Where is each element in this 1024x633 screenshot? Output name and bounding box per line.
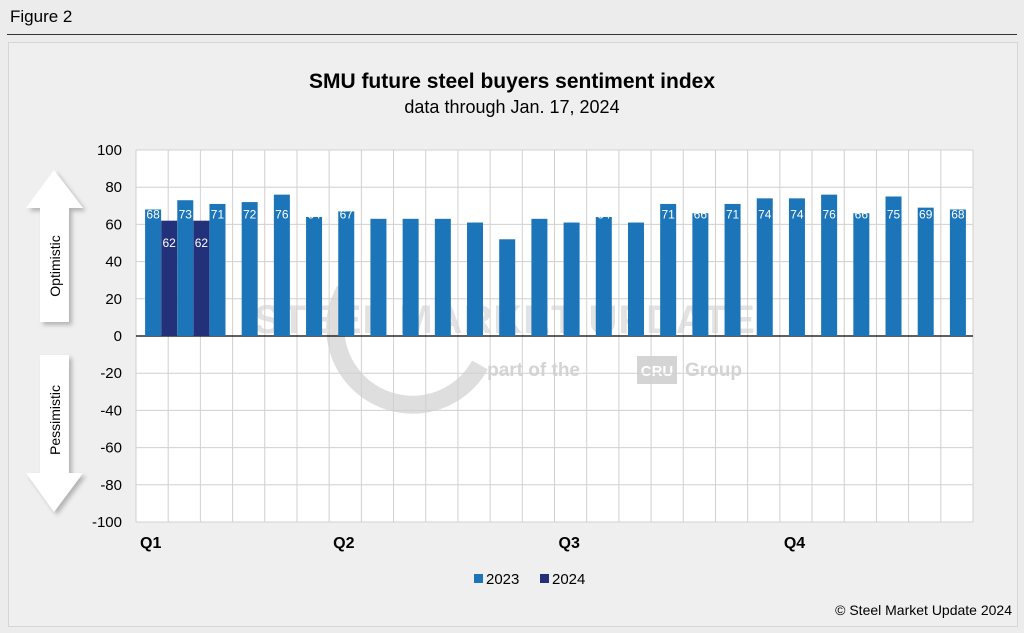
legend-swatch bbox=[474, 574, 483, 583]
optimistic-label: Optimistic bbox=[47, 235, 63, 296]
watermark-sub-left: part of the bbox=[487, 360, 580, 381]
data-label-2023: 66 bbox=[694, 207, 708, 221]
y-tick-label: -40 bbox=[100, 402, 122, 419]
y-tick-label: 100 bbox=[97, 142, 122, 159]
bar-2024 bbox=[193, 220, 210, 336]
bar-2023 bbox=[177, 200, 194, 336]
watermark-sub-right: Group bbox=[685, 360, 742, 381]
quarter-label: Q2 bbox=[333, 535, 354, 552]
bar-2023 bbox=[885, 196, 902, 336]
data-label-2023: 52 bbox=[501, 207, 515, 221]
data-label-2023: 76 bbox=[275, 207, 289, 221]
data-label-2023: 61 bbox=[629, 207, 643, 221]
bar-2023 bbox=[724, 203, 741, 336]
data-label-2023: 68 bbox=[146, 207, 160, 221]
bar-2023 bbox=[595, 216, 612, 336]
data-label-2023: 75 bbox=[887, 207, 901, 221]
down-arrow-icon bbox=[26, 355, 83, 512]
bar-2023 bbox=[917, 207, 934, 336]
quarter-label: Q4 bbox=[784, 535, 805, 552]
bar-2023 bbox=[467, 222, 484, 336]
bar-2023 bbox=[756, 198, 773, 336]
y-tick-label: 0 bbox=[114, 328, 122, 345]
bar-2023 bbox=[273, 194, 290, 336]
data-label-2023: 61 bbox=[468, 207, 482, 221]
data-label-2023: 63 bbox=[372, 207, 386, 221]
data-label-2023: 72 bbox=[243, 207, 257, 221]
bar-2023 bbox=[370, 218, 387, 336]
bar-2023 bbox=[338, 211, 355, 336]
data-label-2023: 71 bbox=[726, 207, 740, 221]
y-tick-label: -80 bbox=[100, 477, 122, 494]
data-label-2023: 63 bbox=[404, 207, 418, 221]
quarter-label: Q3 bbox=[559, 535, 580, 552]
y-tick-label: 60 bbox=[105, 216, 122, 233]
data-label-2023: 73 bbox=[179, 207, 193, 221]
data-label-2023: 67 bbox=[340, 207, 354, 221]
y-tick-label: 80 bbox=[105, 179, 122, 196]
watermark-logo-box bbox=[637, 356, 677, 384]
quarter-labels: Q1 Q2 Q3 Q4 bbox=[140, 535, 805, 552]
watermark-logo-text: CRU bbox=[641, 363, 674, 380]
bar-2023 bbox=[821, 194, 838, 336]
data-label-2023: 68 bbox=[951, 207, 965, 221]
bar-2023 bbox=[853, 213, 870, 336]
figure-label: Figure 2 bbox=[10, 7, 73, 26]
quarter-label: Q1 bbox=[140, 535, 161, 552]
y-tick-label: -100 bbox=[92, 514, 122, 531]
bar-2023 bbox=[788, 198, 805, 336]
legend-swatch bbox=[540, 574, 549, 583]
bar-2023 bbox=[209, 203, 226, 336]
bar-2023 bbox=[241, 202, 258, 336]
data-label-2023: 69 bbox=[919, 207, 933, 221]
data-label-2023: 63 bbox=[533, 207, 547, 221]
pessimistic-label: Pessimistic bbox=[47, 385, 63, 455]
chart-subtitle: data through Jan. 17, 2024 bbox=[404, 97, 619, 117]
data-label-2023: 71 bbox=[661, 207, 675, 221]
copyright: © Steel Market Update 2024 bbox=[835, 602, 1012, 618]
y-tick-label: -60 bbox=[100, 440, 122, 457]
bar-2023 bbox=[627, 222, 644, 336]
y-tick-label: -20 bbox=[100, 365, 122, 382]
up-arrow-icon bbox=[26, 170, 83, 322]
bar-2023 bbox=[692, 213, 709, 336]
bar-2024 bbox=[161, 220, 178, 336]
optimistic-arrow: Optimistic bbox=[26, 170, 83, 322]
bar-2023 bbox=[402, 218, 419, 336]
data-label-2023: 76 bbox=[822, 207, 836, 221]
data-label-2024: 62 bbox=[163, 236, 177, 250]
legend: 2023 2024 bbox=[474, 571, 585, 588]
watermark-swoosh bbox=[326, 285, 488, 414]
bar-2023 bbox=[949, 209, 966, 336]
data-label-2023: 61 bbox=[565, 207, 579, 221]
bar-2023 bbox=[145, 209, 162, 336]
grid-lines bbox=[135, 149, 974, 523]
data-label-2023: 74 bbox=[758, 207, 772, 221]
legend-label: 2024 bbox=[552, 571, 585, 588]
data-label-2023: 64 bbox=[307, 207, 321, 221]
bar-2023 bbox=[499, 239, 516, 336]
figure-rule bbox=[7, 34, 1017, 35]
data-label-2023: 63 bbox=[436, 207, 450, 221]
bar-2023 bbox=[531, 218, 548, 336]
data-label-2023: 64 bbox=[597, 207, 611, 221]
bar-2023 bbox=[660, 203, 677, 336]
bar-2023 bbox=[434, 218, 451, 336]
chart-title: SMU future steel buyers sentiment index bbox=[309, 70, 715, 93]
data-label-2024: 62 bbox=[195, 236, 209, 250]
y-tick-label: 20 bbox=[105, 291, 122, 308]
data-label-2023: 71 bbox=[211, 207, 225, 221]
y-tick-label: 40 bbox=[105, 254, 122, 271]
y-axis-ticks: -100 -80 -60 -40 -20 0 20 40 60 80 100 bbox=[92, 142, 122, 531]
pessimistic-arrow: Pessimistic bbox=[26, 355, 83, 512]
bars: 68 73 71 72 76 64 67 63 63 63 61 52 63 61 64 61 71 66 71 74… bbox=[145, 194, 966, 336]
data-label-2023: 66 bbox=[855, 207, 869, 221]
data-label-2023: 74 bbox=[790, 207, 804, 221]
bar-2023 bbox=[563, 222, 580, 336]
legend-label: 2023 bbox=[486, 571, 519, 588]
bar-2023 bbox=[306, 216, 323, 336]
